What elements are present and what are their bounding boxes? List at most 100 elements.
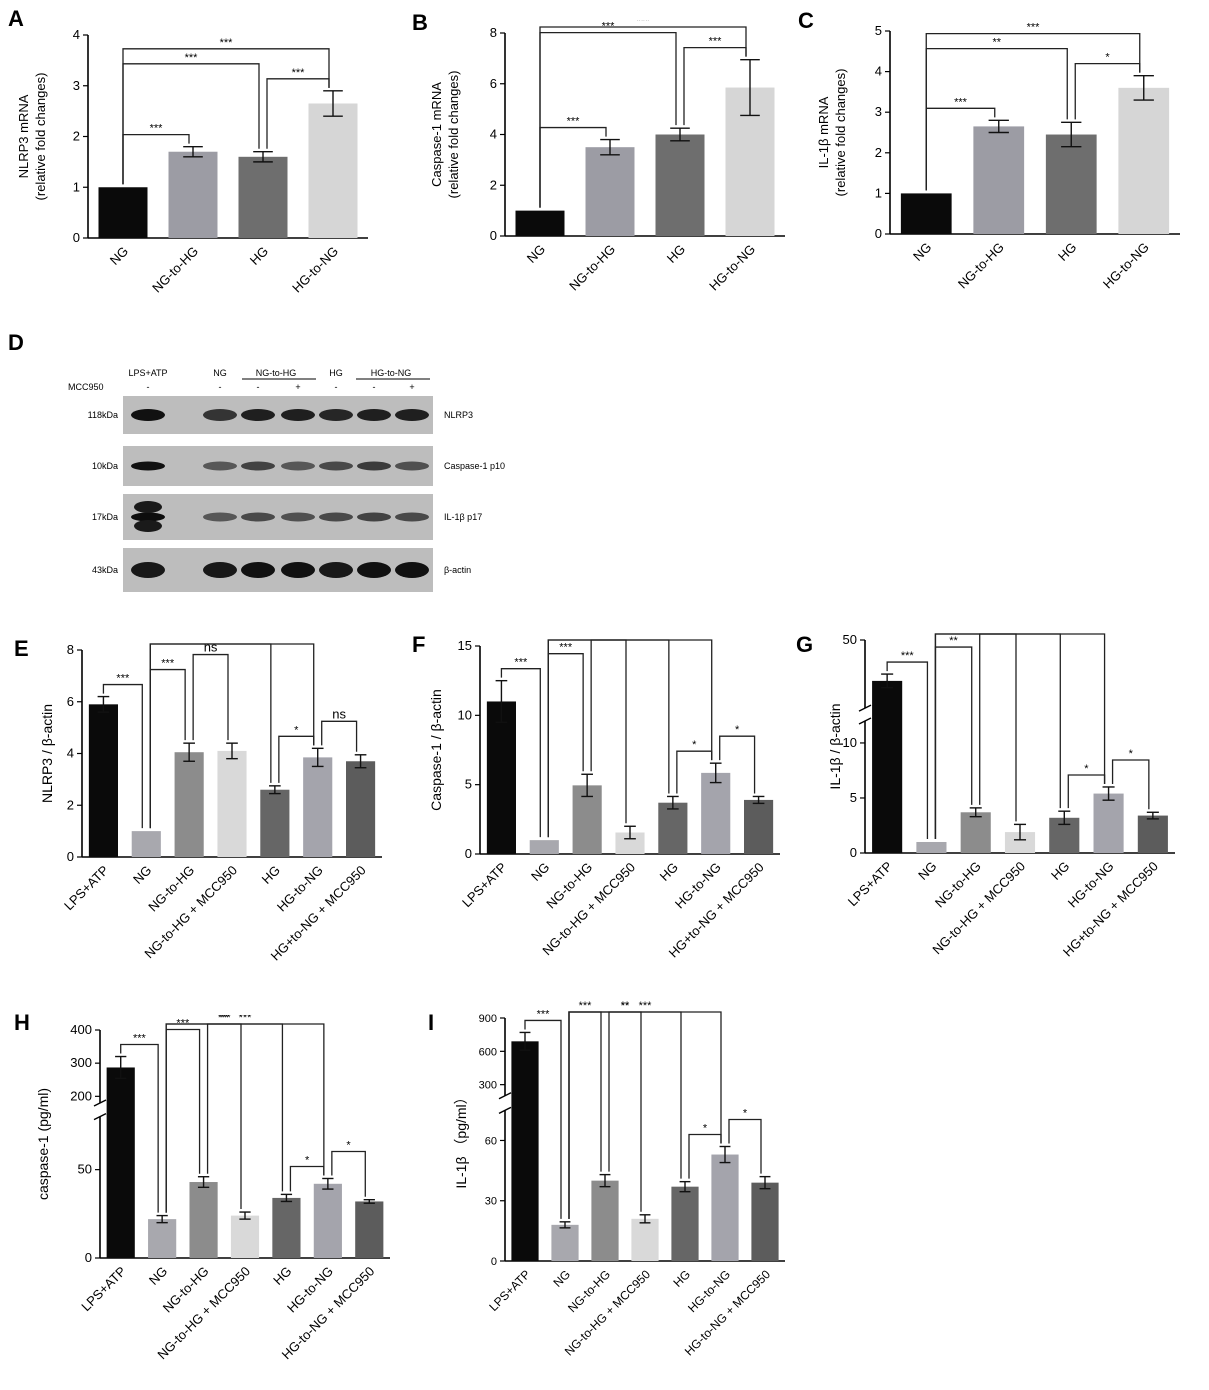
chart-g-sig-label-1-5: *** <box>1014 630 1028 634</box>
mcc950-sign-1: - <box>147 382 150 392</box>
chart-a-y-tick-label-2: 2 <box>73 129 80 144</box>
chart-b-sig-bracket-0-3 <box>539 26 747 208</box>
chart-a-x-label-ng-to-hg: NG-to-HG <box>149 244 201 296</box>
band-actin-lane-6 <box>357 562 391 578</box>
chart-g-x-label-hg: HG <box>1048 859 1072 883</box>
chart-e-y-tick-label-4: 4 <box>67 746 74 761</box>
chart-e-y-tick-label-6: 6 <box>67 694 74 709</box>
chart-c-y-tick-label-0: 0 <box>875 226 882 241</box>
chart-i-sig-label-1-2: *** <box>579 1000 593 1012</box>
chart-e-bar-ng-to-hg <box>174 752 204 857</box>
header-lps-atp: LPS+ATP <box>128 368 167 378</box>
chart-c-y-tick-label-5: 5 <box>875 23 882 38</box>
chart-h-y-axis-label-line-1: caspase-1 (pg/ml) <box>35 1088 51 1200</box>
mcc950-sign-6: - <box>373 382 376 392</box>
chart-b-y-axis-label-line-2: (relative fold changes) <box>446 71 461 199</box>
chart-h-x-label-lps-atp: LPS+ATP <box>78 1264 129 1315</box>
chart-g-sig-bracket-1-5 <box>934 633 1106 839</box>
chart-g-sig-label-4-5: * <box>1084 763 1089 775</box>
chart-g-sig-bracket-1-4 <box>934 633 1061 839</box>
band-ladder-upper <box>134 501 162 513</box>
chart-h-bar-ng <box>148 1219 177 1258</box>
chart-g-y-axis-label-line-1: IL-1β / β-actin <box>827 703 843 789</box>
chart-b-y-axis-label: Caspase-1 mRNA (relative fold changes) <box>429 71 461 199</box>
chart-i-y-axis-label: IL-1β （pg/ml） <box>453 1090 469 1188</box>
chart-c-x-label-hg-to-ng: HG-to-NG <box>1100 240 1152 292</box>
chart-i-y-tick-label-60: 60 <box>485 1135 497 1147</box>
chart-a-y-tick-label-1: 1 <box>73 179 80 194</box>
mcc950-label: MCC950 <box>68 382 104 392</box>
chart-i-bar-lps-atp <box>511 1041 539 1261</box>
chart-f-x-label-ng: NG <box>528 860 552 884</box>
chart-g-bar-ng <box>916 841 947 853</box>
chart-h-y-tick-label-0: 0 <box>85 1250 92 1265</box>
band-name-caspase-1-p10: Caspase-1 p10 <box>444 461 505 471</box>
chart-g-sig-bracket-1-2 <box>934 646 973 839</box>
chart-b-x-label-hg-to-ng: HG-to-NG <box>706 242 758 294</box>
band-caspase-1-p10-lane-4 <box>281 461 315 471</box>
chart-f-bar-hg-to-ng <box>701 772 731 854</box>
chart-a-bar-hg-to-ng <box>308 103 358 238</box>
chart-i-axis-break-mark-upper <box>498 1092 512 1100</box>
chart-i-bar-hg-to-ng <box>711 1154 739 1261</box>
chart-h-y-tick-label-300: 300 <box>70 1055 92 1070</box>
chart-h-sig-bracket-5-6 <box>331 1150 366 1197</box>
chart-g-sig-label-0-1: *** <box>901 650 915 662</box>
chart-i-bar-ng <box>551 1224 579 1261</box>
chart-a-x-label-hg: HG <box>247 244 271 268</box>
band-ladder-lower <box>134 520 162 532</box>
chart-h-sig-label-2-3: *** <box>218 1015 232 1024</box>
chart-f-x-label-hg: HG <box>657 860 681 884</box>
band-il-1-p17-lane-4 <box>281 512 315 522</box>
chart-f-sig-bracket-1-4 <box>547 639 670 838</box>
chart-f-sig-label-4-5: * <box>692 739 697 751</box>
band-actin-lane-5 <box>319 562 353 578</box>
chart-i-axis-break-mark-lower <box>498 1106 512 1114</box>
band-actin-lane-1 <box>131 562 165 578</box>
chart-c-y-tick-label-3: 3 <box>875 104 882 119</box>
blot-header: LPS+ATP NG NG-to-HG HG HG-to-NG MCC950 -… <box>68 368 430 392</box>
panel-letter-c: C <box>798 8 814 33</box>
chart-f-bar-ng-to-hg-mcc950 <box>615 832 645 854</box>
header-ng: NG <box>213 368 227 378</box>
chart-e-bar-ng-to-hg-mcc950 <box>217 750 247 857</box>
chart-f-sig-label-0-1: *** <box>514 657 528 669</box>
chart-g-sig-label-1-4: ** <box>994 630 1003 634</box>
chart-e-y-tick-label-8: 8 <box>67 642 74 657</box>
chart-h-bar-hg-to-ng-mcc950 <box>355 1201 384 1258</box>
chart-c-bar-ng <box>900 193 952 234</box>
chart-f-y-tick-label-10: 10 <box>458 707 472 722</box>
chart-e-sig-bracket-1-5 <box>149 643 315 829</box>
chart-i-x-label-lps-atp: LPS+ATP <box>486 1267 533 1314</box>
chart-g-bar-ng-to-hg-mcc950 <box>1004 832 1036 853</box>
chart-h-y-tick-label-400: 400 <box>70 1022 92 1037</box>
chart-b-x-label-hg: HG <box>664 242 688 266</box>
band-nlrp3-lane-5 <box>319 409 353 421</box>
band-il-1-p17-lane-2 <box>203 512 237 522</box>
chart-e-x-label-ng: NG <box>130 863 154 887</box>
band-actin-lane-2 <box>203 562 237 578</box>
chart-h-x-label-ng: NG <box>146 1264 170 1288</box>
chart-g-bar-hg-to-ng-mcc950 <box>1137 815 1168 853</box>
chart-a-x-label-ng: NG <box>107 244 131 268</box>
chart-c-y-tick-label-4: 4 <box>875 64 882 79</box>
panel-letter-i: I <box>428 1010 435 1035</box>
chart-h-bar-lps-atp <box>106 1067 135 1258</box>
chart-g-bar-lps-atp <box>872 680 903 853</box>
chart-g-sig-label-1-2: ** <box>949 635 958 647</box>
chart-h-sig-bracket-1-5 <box>165 1023 325 1213</box>
chart-f-sig-label-1-2: *** <box>559 642 573 654</box>
chart-h-y-axis-label: caspase-1 (pg/ml) <box>35 1088 51 1200</box>
chart-e-sig-bracket-1-4 <box>149 643 272 829</box>
chart-e-bar-hg-to-ng <box>303 757 333 857</box>
chart-c-y-tick-label-2: 2 <box>875 145 882 160</box>
chart-i-x-label-hg: HG <box>670 1267 693 1290</box>
chart-a-sig-label-0-1: *** <box>150 123 164 135</box>
chart-a-sig-label-0-2: *** <box>185 52 199 64</box>
panel-letter-g: G <box>796 632 814 657</box>
chart-i-sig-label-5-6: * <box>743 1107 748 1119</box>
chart-a-y-axis-label-line-2: (relative fold changes) <box>33 73 48 201</box>
